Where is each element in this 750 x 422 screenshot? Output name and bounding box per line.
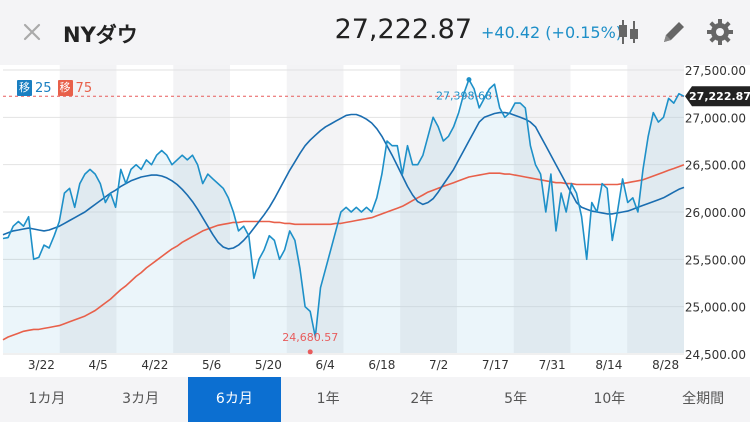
y-tick-label: 25,500.00 [685,253,746,267]
ma75-legend: 移 75 [57,80,93,96]
x-tick-label: 7/31 [539,358,566,372]
pencil-icon[interactable] [659,17,689,47]
high-marker [466,77,472,83]
price-line [2,78,685,338]
y-tick-label: 24,500.00 [685,348,746,362]
x-tick-label: 5/20 [255,358,282,372]
grid-band [286,65,344,353]
x-tick-label: 7/17 [482,358,509,372]
x-tick-label: 6/18 [368,358,395,372]
ma25-legend-value: 25 [35,80,52,96]
ma25-legend: 移 25 [17,80,52,96]
high-label: 27,398.68 [436,90,492,103]
tab-1[interactable]: 3カ月 [122,391,160,407]
grid-band [173,65,230,353]
y-tick-label: 26,000.00 [685,206,746,220]
page-title: NYダウ [63,23,138,47]
y-tick-label: 25,000.00 [685,301,746,315]
tab-7[interactable]: 全期間 [682,391,725,407]
tab-6[interactable]: 10年 [593,391,626,407]
x-tick-label: 6/4 [315,358,334,372]
price-area [3,79,684,353]
price-chart[interactable]: 27,500.00 27,000.00 26,500.00 26,000.00 25,5… [0,64,750,377]
x-tick-label: 4/22 [141,358,168,372]
ma75-legend-value: 75 [75,80,93,96]
x-tick-label: 4/5 [88,358,107,372]
x-tick-label: 3/22 [28,358,55,372]
ma-legend: 移 25 移 75 [17,80,92,96]
tab-2[interactable]: 6カ月 [187,377,282,422]
candlestick-icon[interactable] [613,17,643,47]
low-label: 24,680.57 [282,331,338,344]
tab-4[interactable]: 2年 [410,391,434,407]
y-tick-label: 27,500.00 [685,65,746,78]
x-tick-label: 7/2 [429,358,448,372]
current-price: 27,222.87 [334,14,472,45]
x-tick-label: 8/28 [652,358,679,372]
chart-area[interactable]: 27,500.00 27,000.00 26,500.00 26,000.00 25,5… [0,64,750,377]
ma75-legend-tag: 移 [57,80,73,96]
grid-band [400,65,457,353]
period-tabs: 1カ月 3カ月 6カ月 1年 2年 5年 10年 全期間 [0,377,750,422]
x-tick-label: 8/14 [595,358,622,372]
gear-icon[interactable] [705,17,735,47]
low-marker [307,349,313,355]
close-icon[interactable] [18,18,46,46]
y-tick-label: 26,500.00 [685,159,746,173]
tab-3[interactable]: 1年 [316,391,340,407]
ma75-line [2,163,685,341]
tab-0[interactable]: 1カ月 [28,391,66,407]
current-value-label: 27,222.87 [689,90,750,103]
price-change: +40.42 (+0.15%) [481,23,623,42]
tab-5[interactable]: 5年 [504,391,528,407]
grid-band [513,65,571,353]
header-bar: NYダウ 27,222.87 +40.42 (+0.15%) [0,0,750,65]
x-tick-label: 5/6 [202,358,221,372]
current-value-tag [685,86,750,107]
ma25-legend-tag: 移 [17,80,32,96]
y-tick-label: 27,000.00 [685,111,746,125]
